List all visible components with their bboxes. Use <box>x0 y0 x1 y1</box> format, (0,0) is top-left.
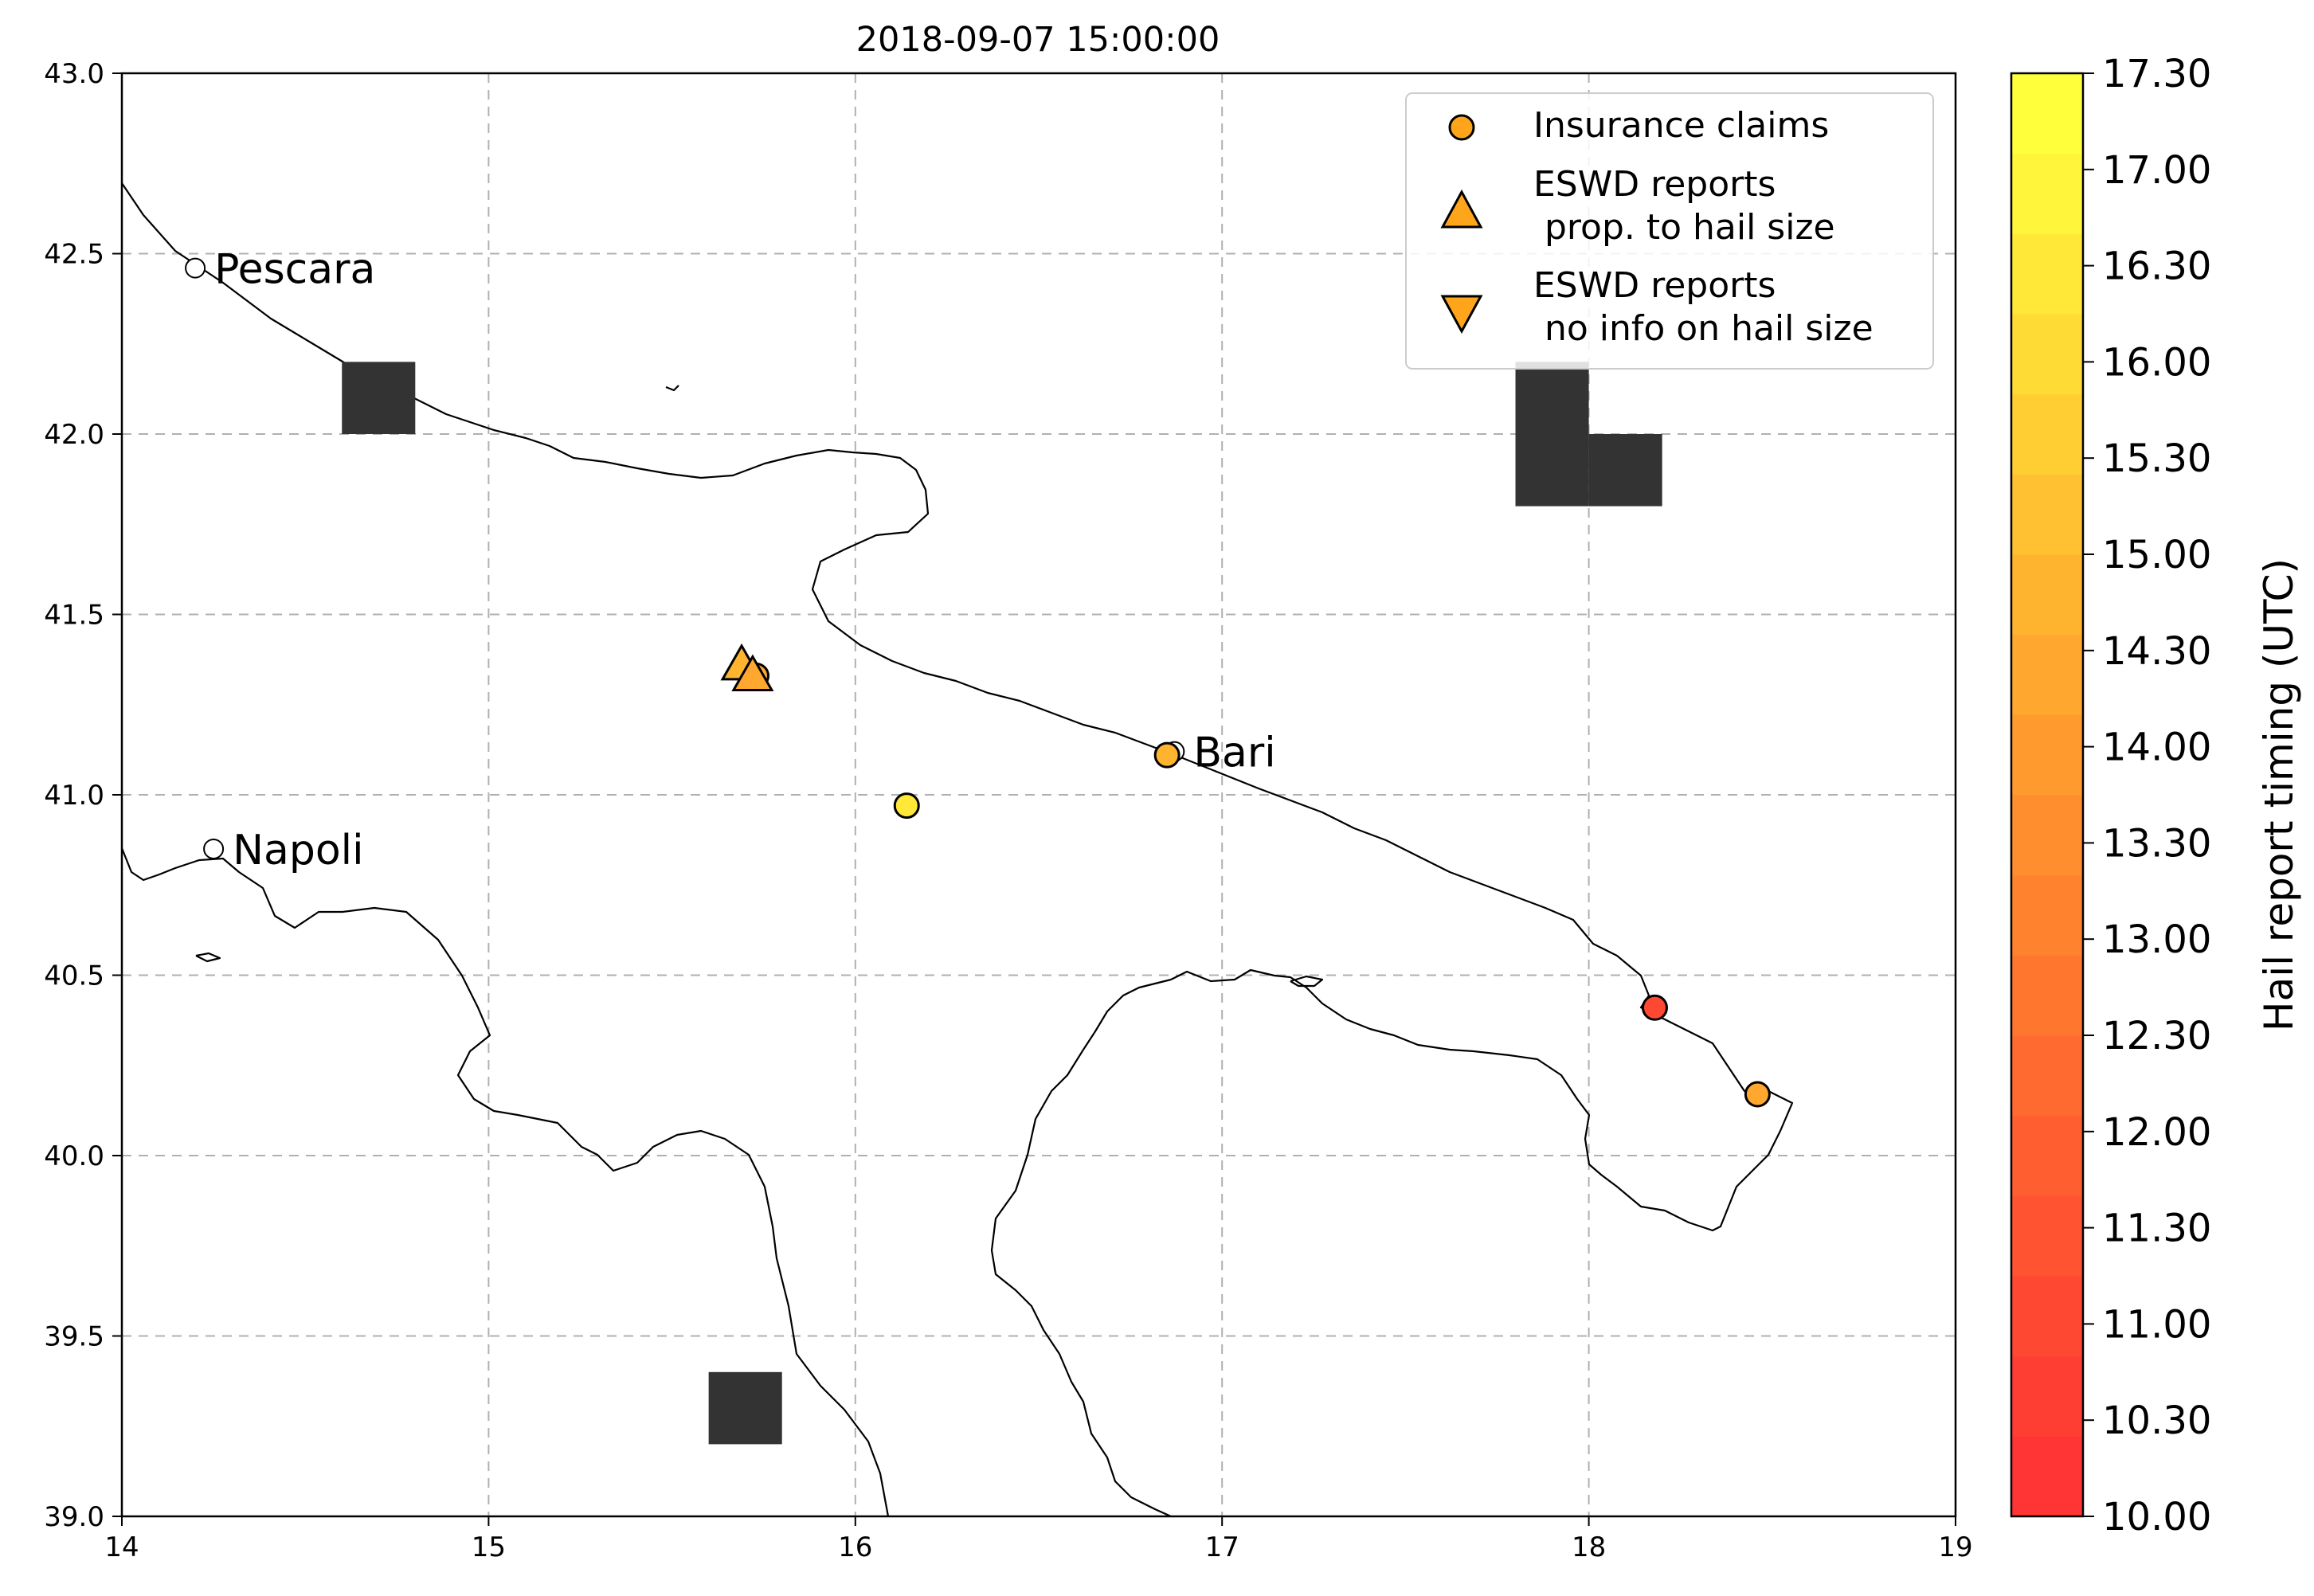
legend-entries: Insurance claims ESWD reports prop. to ha… <box>1440 105 1874 349</box>
colorbar-band <box>2011 874 2083 956</box>
colorbar-band <box>2011 1195 2083 1277</box>
colorbar-tick-label: 11.00 <box>2102 1302 2211 1347</box>
gargano-detail <box>665 385 679 392</box>
radar-cell <box>1515 434 1589 507</box>
colorbar-tick-label: 17.00 <box>2102 148 2211 193</box>
x-tick-label: 18 <box>1572 1531 1606 1563</box>
hail-reports <box>720 643 1771 1108</box>
colorbar-tick-label: 13.00 <box>2102 917 2211 962</box>
colorbar-band <box>2011 1035 2083 1117</box>
colorbar-band <box>2011 393 2083 475</box>
colorbar-tick-label: 14.00 <box>2102 726 2211 770</box>
insurance-claim-point <box>893 792 920 820</box>
tyrrhenian-coastline <box>120 847 890 1517</box>
city-labels: Pescara Napoli Bari <box>185 246 1276 874</box>
colorbar: 10.00 10.30 11.00 11.30 12.00 12.30 13.00 13.30… <box>2010 52 2302 1539</box>
colorbar-ticks: 10.00 10.30 11.00 11.30 12.00 12.30 13.00 13.30… <box>2083 52 2211 1539</box>
y-tick-label: 41.0 <box>44 780 104 812</box>
colorbar-label: Hail report timing (UTC) <box>2256 558 2302 1031</box>
colorbar-band <box>2011 1436 2083 1517</box>
colorbar-tick-label: 10.00 <box>2102 1495 2211 1539</box>
legend-label: no info on hail size <box>1533 308 1874 349</box>
radar-cell <box>1588 434 1662 507</box>
axis-ticks: 14 15 16 17 18 19 39.0 39.5 40.0 40.5 41.0 41.5 42.0… <box>44 58 1972 1563</box>
legend: Insurance claims ESWD reports prop. to ha… <box>1405 92 1934 370</box>
city-marker <box>203 838 225 859</box>
legend-triangle-down-marker <box>1440 295 1483 334</box>
radar-cells <box>342 362 1662 1445</box>
eswd-report-triangle <box>731 654 774 692</box>
legend-triangle-up-marker <box>1440 189 1483 229</box>
city-label: Pescara <box>214 246 375 294</box>
colorbar-band <box>2011 1355 2083 1437</box>
legend-label: prop. to hail size <box>1533 207 1835 248</box>
radar-cell <box>342 362 416 434</box>
capri-island <box>195 952 221 963</box>
y-tick-label: 40.5 <box>44 960 104 992</box>
x-tick-label: 16 <box>838 1531 872 1563</box>
x-tick-label: 14 <box>104 1531 139 1563</box>
figure-title: 2018-09-07 15:00:00 <box>856 20 1220 60</box>
city-label: Bari <box>1193 730 1275 777</box>
y-tick-label: 42.5 <box>44 239 104 271</box>
colorbar-tick-label: 11.30 <box>2102 1207 2211 1251</box>
colorbar-tick-label: 12.00 <box>2102 1110 2211 1155</box>
y-tick-label: 41.5 <box>44 600 104 632</box>
y-tick-label: 39.0 <box>44 1501 104 1533</box>
colorbar-band <box>2011 1276 2083 1357</box>
colorbar-tick-label: 16.00 <box>2102 340 2211 385</box>
colorbar-band <box>2011 714 2083 796</box>
insurance-claim-point <box>1641 994 1668 1021</box>
colorbar-tick-label: 17.30 <box>2102 52 2211 96</box>
colorbar-band <box>2011 955 2083 1036</box>
colorbar-tick-label: 15.30 <box>2102 436 2211 481</box>
city-label: Napoli <box>233 827 363 874</box>
legend-box <box>1405 92 1934 370</box>
insurance-claim-point <box>1744 1081 1771 1108</box>
colorbar-band <box>2011 1115 2083 1196</box>
y-tick-label: 43.0 <box>44 58 104 90</box>
legend-label: ESWD reports <box>1533 265 1776 306</box>
colorbar-tick-label: 12.30 <box>2102 1014 2211 1058</box>
insurance-claim-point <box>1153 741 1180 769</box>
colorbar-band <box>2011 314 2083 395</box>
x-tick-label: 19 <box>1938 1531 1972 1563</box>
legend-circle-marker <box>1448 114 1475 141</box>
colorbar-band <box>2011 554 2083 636</box>
colorbar-band <box>2011 73 2083 155</box>
colorbar-band <box>2011 153 2083 234</box>
taranto-gulf-coastline <box>990 978 1172 1518</box>
y-tick-label: 40.0 <box>44 1140 104 1172</box>
legend-label: ESWD reports <box>1533 164 1776 205</box>
colorbar-tick-label: 13.30 <box>2102 821 2211 866</box>
legend-label: Insurance claims <box>1533 105 1829 146</box>
colorbar-tick-label: 14.30 <box>2102 629 2211 674</box>
radar-cell <box>1515 362 1589 434</box>
colorbar-frame <box>2010 72 2085 1518</box>
colorbar-tick-label: 16.30 <box>2102 244 2211 289</box>
colorbar-bands <box>2011 73 2083 1517</box>
y-tick-label: 42.0 <box>44 419 104 451</box>
colorbar-band <box>2011 634 2083 715</box>
colorbar-band <box>2011 474 2083 555</box>
city-marker <box>185 257 206 279</box>
radar-cell <box>708 1371 782 1445</box>
x-tick-label: 15 <box>472 1531 506 1563</box>
colorbar-tick-label: 15.00 <box>2102 533 2211 577</box>
colorbar-tick-label: 10.30 <box>2102 1398 2211 1443</box>
y-tick-label: 39.5 <box>44 1321 104 1353</box>
colorbar-band <box>2011 795 2083 876</box>
tremiti-island <box>1290 975 1324 988</box>
colorbar-band <box>2011 233 2083 315</box>
coastline <box>120 182 1794 1518</box>
adriatic-coastline <box>121 182 1794 1232</box>
x-tick-label: 17 <box>1205 1531 1239 1563</box>
